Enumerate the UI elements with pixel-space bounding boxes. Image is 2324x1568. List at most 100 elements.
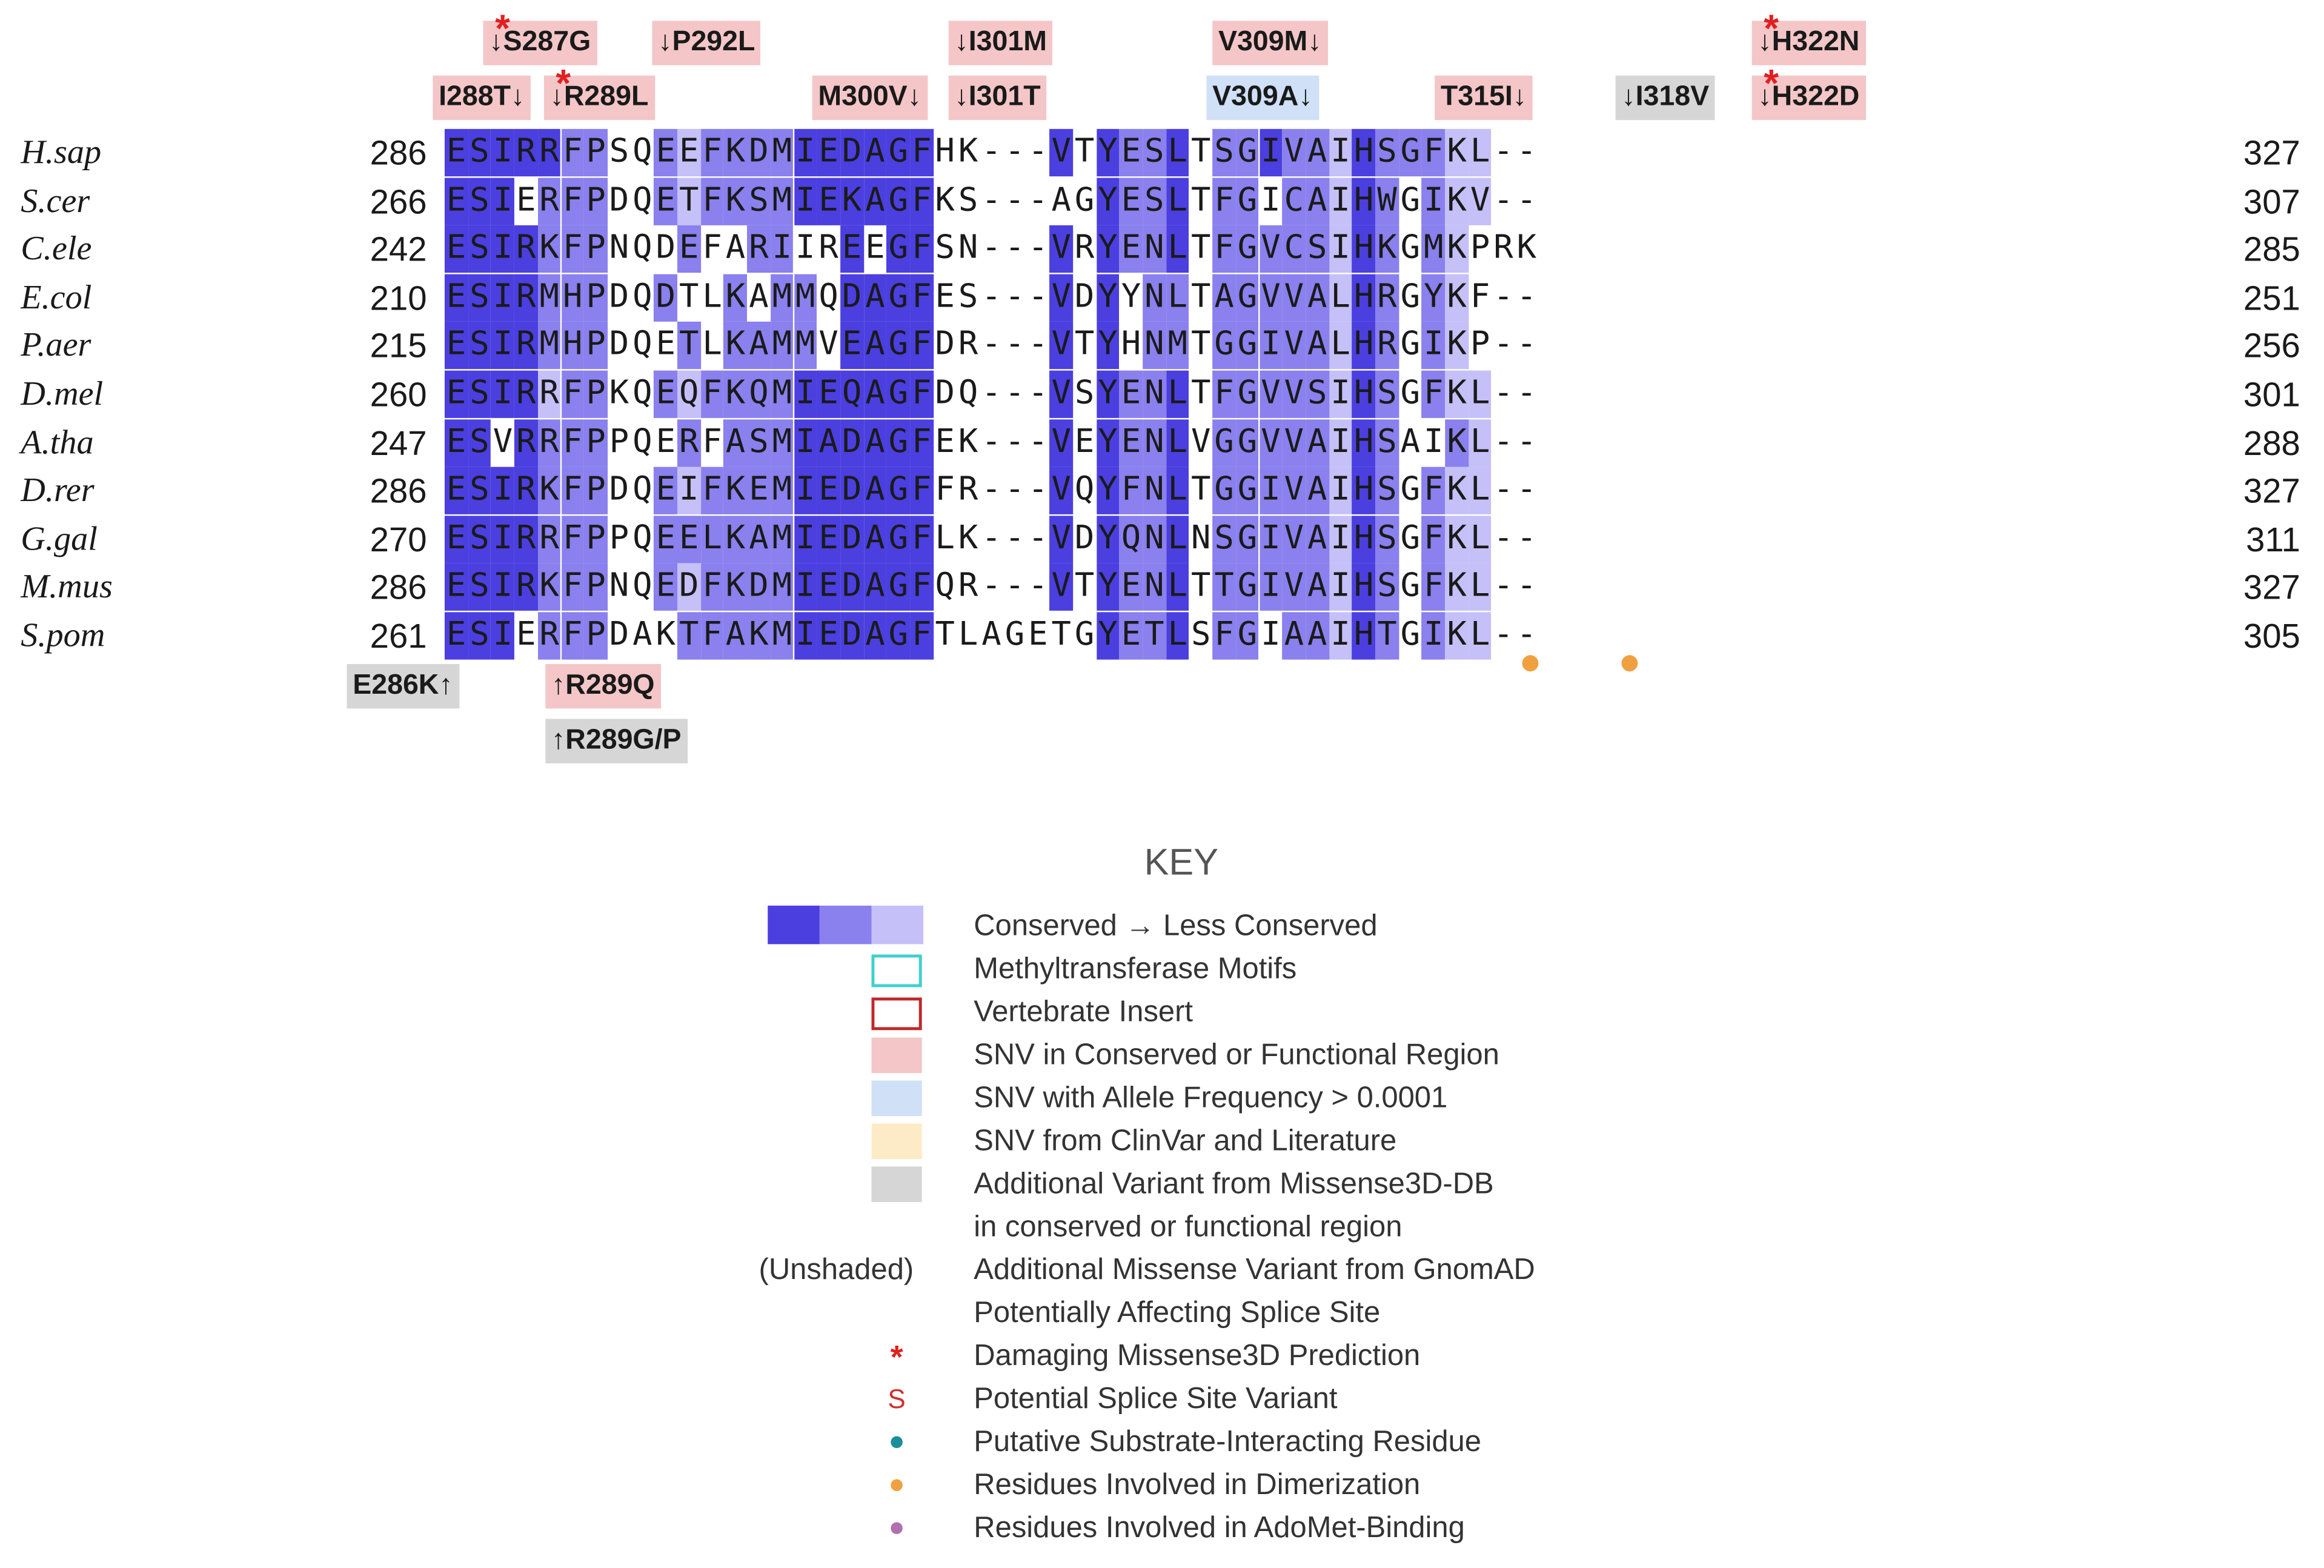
residue-cell: K <box>723 322 748 370</box>
up-arrow-icon: ↑ <box>551 725 566 756</box>
start-position: 270 <box>370 520 427 559</box>
residue-cell: E <box>935 278 955 316</box>
key-item-text: Additional Variant from Missense3D-DB <box>974 1168 1494 1201</box>
down-arrow-icon: ↓ <box>658 27 672 58</box>
residue-cell: E <box>1119 563 1143 611</box>
residue-cell: L <box>1166 177 1189 225</box>
up-arrow-icon: ↑ <box>551 669 566 702</box>
residue-cell: A <box>1306 419 1329 467</box>
residue-cell: G <box>1235 467 1260 515</box>
residue-cell: I <box>1422 322 1446 370</box>
residue-cell: P <box>1470 230 1490 267</box>
residue-cell: K <box>723 128 748 177</box>
residue-cell: E <box>817 563 840 611</box>
residue-cell: A <box>863 467 887 515</box>
residue-cell: T <box>1190 374 1211 413</box>
residue-cell: G <box>1074 181 1095 219</box>
variant-name: V309M <box>1218 27 1308 58</box>
residue-cell: V <box>1049 225 1073 273</box>
residue-cell: T <box>1190 568 1211 606</box>
residue-cell: Q <box>632 181 652 219</box>
residue-cell: R <box>677 419 701 467</box>
residue-cell: K <box>1516 230 1537 267</box>
residue-cell: T <box>1212 563 1236 611</box>
down-arrow-icon: ↓ <box>1621 81 1636 113</box>
residue-cell: G <box>886 128 911 177</box>
species-label: S.cer <box>21 181 90 219</box>
down-arrow-icon: ↓ <box>907 81 921 113</box>
residue-cell: - <box>1028 423 1048 460</box>
residue-cell: S <box>1306 225 1329 273</box>
residue-cell: V <box>1282 563 1306 611</box>
residue-cell: K <box>723 467 748 515</box>
residue-cell: F <box>702 230 722 267</box>
residue-cell: R <box>514 515 538 563</box>
residue-cell: V <box>1259 419 1283 467</box>
residue-cell: F <box>1422 515 1446 563</box>
residue-cell: Q <box>632 230 652 267</box>
residue-cell: I <box>794 515 817 563</box>
key-item-text: Potential Splice Site Variant <box>974 1383 1338 1416</box>
residue-cell: E <box>1028 616 1048 654</box>
residue-cell: G <box>1398 128 1423 177</box>
residue-cell: R <box>1375 322 1399 370</box>
residue-cell: - <box>1493 181 1513 219</box>
residue-cell: T <box>1190 133 1211 171</box>
residue-cell: M <box>770 467 794 515</box>
residue-cell: M <box>770 515 794 563</box>
variant-name: T315I <box>1440 81 1513 113</box>
residue-cell: E <box>677 128 701 177</box>
residue-cell: E <box>840 322 864 370</box>
residue-cell: T <box>1190 278 1211 316</box>
conservation-swatch <box>819 905 872 945</box>
residue-cell: L <box>1329 322 1352 370</box>
residue-cell: Y <box>1096 467 1120 515</box>
residue-cell: - <box>1493 423 1513 460</box>
residue-cell: R <box>537 177 561 225</box>
start-position: 261 <box>370 616 427 656</box>
variant-label: ↓I318V <box>1615 75 1715 121</box>
residue-cell: P <box>1470 327 1490 364</box>
residue-cell: F <box>1422 563 1446 611</box>
residue-cell: H <box>1352 467 1376 515</box>
variant-label: E286K↑ <box>347 663 459 709</box>
residue-cell: Y <box>1096 274 1120 322</box>
residue-cell: N <box>1143 419 1166 467</box>
residue-cell: T <box>1375 612 1399 660</box>
residue-cell: G <box>1235 563 1260 611</box>
variant-label: ↑R289Q <box>545 663 661 709</box>
residue-cell: Y <box>1121 278 1141 316</box>
residue-cell: G <box>1074 616 1095 654</box>
residue-cell: A <box>1306 322 1329 370</box>
residue-cell: K <box>1445 467 1469 515</box>
end-position: 307 <box>2243 181 2300 221</box>
residue-cell: - <box>1516 133 1537 171</box>
residue-cell: - <box>1028 374 1048 413</box>
start-position: 286 <box>370 133 427 172</box>
residue-cell: T <box>1074 568 1095 606</box>
residue-cell: I <box>794 419 817 467</box>
start-position: 242 <box>370 230 427 269</box>
residue-cell: G <box>1235 612 1260 660</box>
residue-cell: R <box>514 274 538 322</box>
residue-cell: D <box>609 278 629 316</box>
residue-cell: E <box>677 515 701 563</box>
residue-cell: T <box>1190 230 1211 267</box>
residue-cell: R <box>958 471 978 509</box>
residue-cell: S <box>468 128 491 177</box>
conservation-swatch <box>871 905 924 945</box>
residue-cell: Y <box>1096 322 1120 370</box>
residue-cell: - <box>1516 616 1537 654</box>
residue-cell: - <box>1516 520 1537 557</box>
residue-cell: F <box>1119 467 1143 515</box>
residue-cell: R <box>514 225 538 273</box>
residue-cell: S <box>1074 374 1095 413</box>
residue-cell: F <box>1212 225 1236 273</box>
residue-cell: E <box>444 128 468 177</box>
residue-cell: F <box>700 177 724 225</box>
residue-cell: - <box>1004 568 1025 606</box>
variant-name: V309A <box>1212 81 1299 113</box>
residue-cell: - <box>1004 327 1025 364</box>
residue-cell: E <box>840 225 864 273</box>
residue-cell: S <box>1306 370 1329 418</box>
